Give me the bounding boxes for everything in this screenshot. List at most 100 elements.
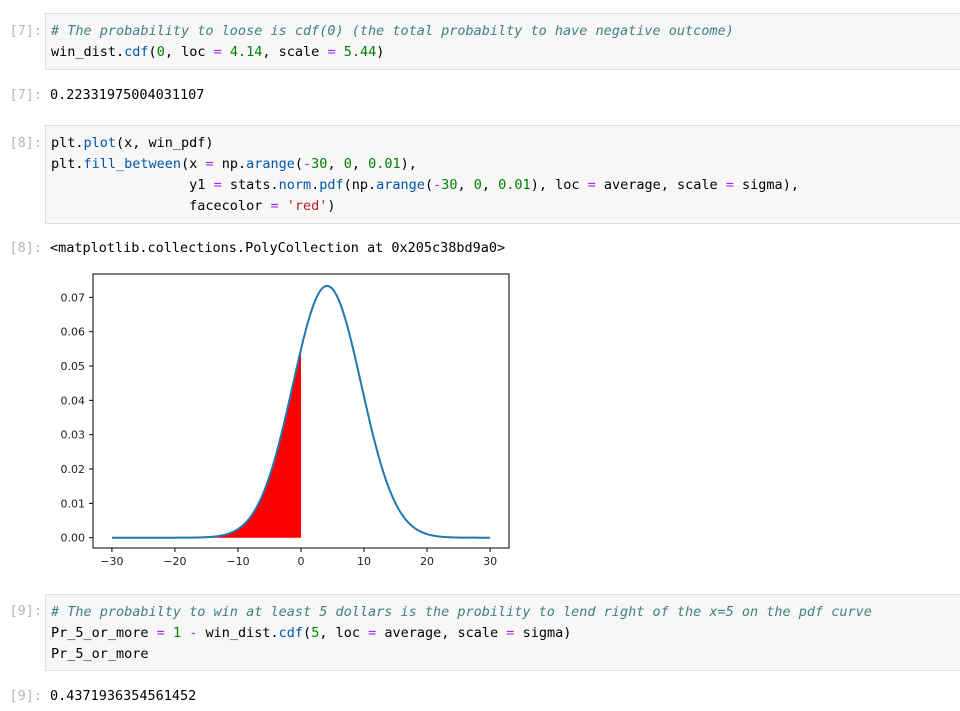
pdf-plot: −30 −20 −10 0 10 20 30 0.00 0.01 0.02 0.03 0.04 0.05…: [61, 273, 510, 568]
code-token: # The probabilty to win at least 5 dolla…: [51, 604, 872, 620]
code-line: y1 = stats.norm.pdf(np.arange(-30, 0, 0.…: [51, 177, 799, 193]
code-token: (: [148, 44, 157, 60]
code-token: 5: [311, 625, 320, 641]
code-token: ): [327, 198, 336, 214]
code-token: 30: [441, 177, 458, 193]
code-token: , loc: [164, 44, 214, 60]
code-token: ): [376, 44, 385, 60]
code-input-area[interactable]: # The probability to loose is cdf(0) (th…: [45, 13, 960, 70]
code-line: facecolor = 'red'): [51, 198, 336, 214]
code-token: 4.14: [229, 44, 263, 60]
y-tick-label: 0.00: [61, 532, 86, 545]
input-prompt: [7]:: [9, 23, 42, 39]
y-tick-label: 0.03: [61, 429, 86, 442]
code-token: ,: [351, 156, 369, 172]
code-token: average, scale: [595, 177, 726, 193]
y-tick-label: 0.07: [61, 291, 86, 304]
code-token: , loc: [319, 625, 369, 641]
code-token: 'red': [286, 198, 328, 214]
code-token: plot: [83, 135, 117, 151]
code-input-area[interactable]: # The probabilty to win at least 5 dolla…: [45, 594, 960, 671]
input-prompt: [8]:: [9, 135, 42, 151]
x-tick-label: 30: [483, 555, 497, 568]
code-line: Pr_5_or_more: [51, 646, 149, 662]
code-token: [181, 625, 189, 641]
y-tick-label: 0.06: [61, 326, 86, 339]
code-token: ,: [481, 177, 499, 193]
code-token: win_dist.: [51, 44, 125, 60]
code-token: arange: [246, 156, 295, 172]
code-token: =: [213, 44, 222, 60]
code-token: (x: [181, 156, 206, 172]
code-token: stats.: [221, 177, 279, 193]
x-tick-label: 10: [357, 555, 371, 568]
code-token: pdf: [319, 177, 344, 193]
code-token: sigma): [514, 625, 572, 641]
code-token: ,: [327, 156, 344, 172]
y-tick-label: 0.01: [61, 497, 86, 510]
y-tick-label: 0.05: [61, 360, 86, 373]
code-token: =: [213, 177, 222, 193]
pdf-line: [111, 284, 491, 539]
code-token: =: [270, 198, 279, 214]
code-token: np.: [213, 156, 247, 172]
code-token: ),: [400, 156, 417, 172]
code-editor[interactable]: plt.plot(x, win_pdf) plt.fill_between(x …: [46, 126, 960, 217]
code-token: plt.: [51, 156, 84, 172]
x-tick-label: −10: [226, 555, 249, 568]
code-line: win_dist.cdf(0, loc = 4.14, scale = 5.44…: [51, 44, 384, 60]
code-token: average, scale: [376, 625, 507, 641]
y-tick-label: 0.04: [61, 394, 86, 407]
code-token: 0.01: [498, 177, 531, 193]
output-text: <matplotlib.collections.PolyCollection a…: [50, 240, 506, 256]
output-text: 0.22331975004031107: [50, 87, 205, 103]
x-tick-label: −30: [100, 555, 123, 568]
code-token: =: [506, 625, 515, 641]
code-token: sigma),: [733, 177, 799, 193]
code-token: =: [725, 177, 734, 193]
code-token: (: [424, 177, 434, 193]
code-token: =: [368, 625, 377, 641]
code-token: [336, 44, 344, 60]
code-token: (: [303, 625, 312, 641]
code-token: 1: [172, 625, 182, 641]
code-line: plt.plot(x, win_pdf): [51, 135, 214, 151]
code-token: cdf: [278, 625, 304, 641]
code-token: =: [587, 177, 596, 193]
code-editor[interactable]: # The probabilty to win at least 5 dolla…: [46, 595, 960, 665]
code-token: (: [294, 156, 304, 172]
code-token: fill_between: [83, 156, 182, 172]
code-input-area[interactable]: plt.plot(x, win_pdf) plt.fill_between(x …: [45, 125, 960, 224]
code-editor[interactable]: # The probability to loose is cdf(0) (th…: [46, 14, 960, 63]
code-token: (np.: [343, 177, 377, 193]
output-prompt: [7]:: [9, 87, 42, 103]
code-token: norm: [278, 177, 312, 193]
code-token: =: [205, 156, 214, 172]
code-token: 0: [343, 156, 352, 172]
code-line: Pr_5_or_more = 1 - win_dist.cdf(5, loc =…: [51, 625, 571, 641]
code-token: -: [433, 177, 442, 193]
code-token: 0: [156, 44, 165, 60]
code-token: Pr_5_or_more: [51, 646, 149, 662]
code-token: win_dist.: [197, 625, 279, 641]
code-token: =: [156, 625, 165, 641]
code-token: facecolor: [51, 198, 271, 214]
code-line: # The probability to loose is cdf(0) (th…: [51, 23, 734, 39]
code-token: (x, win_pdf): [116, 135, 214, 151]
code-token: 30: [311, 156, 328, 172]
code-token: Pr_5_or_more: [51, 625, 157, 641]
output-prompt: [9]:: [9, 688, 42, 704]
code-token: ), loc: [530, 177, 588, 193]
code-token: 0.01: [368, 156, 401, 172]
code-token: cdf: [124, 44, 149, 60]
x-tick-label: 20: [420, 555, 434, 568]
code-token: # The probability to loose is cdf(0) (th…: [51, 23, 734, 39]
code-token: plt.: [51, 135, 84, 151]
output-prompt: [8]:: [9, 240, 42, 256]
code-token: [165, 625, 173, 641]
code-token: 5.44: [343, 44, 377, 60]
code-line: # The probabilty to win at least 5 dolla…: [51, 604, 872, 620]
fill-area: [111, 349, 301, 538]
code-line: plt.fill_between(x = np.arange(-30, 0, 0…: [51, 156, 417, 172]
code-token: .: [311, 177, 320, 193]
